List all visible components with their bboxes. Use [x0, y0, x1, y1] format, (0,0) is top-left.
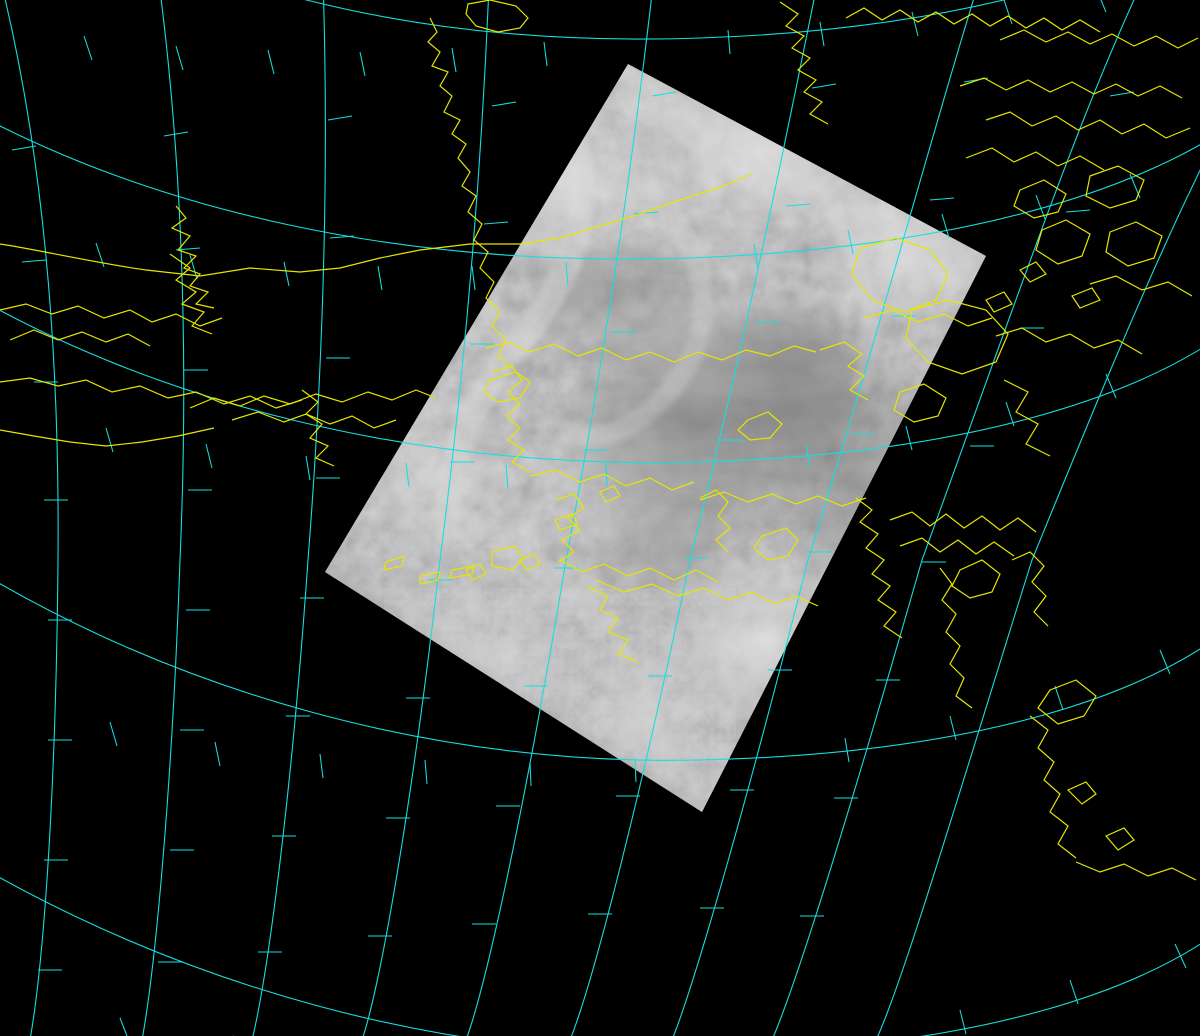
- meridian-180W: [4, 0, 59, 1036]
- coast-small-islets: [465, 485, 621, 581]
- coast-keewatin: [995, 327, 1143, 355]
- coast-bc-inner: [1011, 551, 1049, 627]
- coast-norton-sound: [529, 469, 695, 491]
- meridian-60W: [877, 169, 1200, 1036]
- coast-alaska-peninsula: [595, 579, 819, 607]
- coast-siberia-cape: [9, 329, 151, 347]
- coast-queen-elizabeth-2: [845, 7, 1101, 33]
- coast-chukotka-south: [189, 389, 437, 409]
- coast-chukotka-tip: [301, 389, 335, 467]
- parallel-80N: [304, 0, 1006, 40]
- coast-mackenzie-delta: [819, 341, 869, 401]
- coast-banks-island: [851, 237, 949, 313]
- coast-queen-elizabeth-1: [779, 1, 829, 125]
- meridian-90W: [672, 0, 974, 1036]
- coast-prince-of-wales: [1085, 165, 1145, 209]
- coast-hudson-north: [1089, 275, 1193, 297]
- coast-alaska-north-slope: [485, 341, 817, 363]
- coast-ellesmere-island: [999, 29, 1199, 49]
- coast-washington-oregon: [1029, 715, 1077, 859]
- coast-melville-peninsula: [1105, 221, 1163, 267]
- coast-kolyma-bight: [0, 377, 303, 409]
- coast-east-siberia-main: [0, 173, 753, 277]
- coast-se-alaska-panhandle: [855, 497, 903, 639]
- coast-chukotka-north: [427, 17, 513, 369]
- meridian-135W: [362, 0, 489, 1036]
- coast-haida-gwaii: [951, 559, 1001, 599]
- coast-kodiak-island: [753, 527, 799, 561]
- coast-panhandle-islands-2: [899, 537, 1015, 557]
- coast-vancouver-island: [1037, 679, 1097, 725]
- coastline-layer[interactable]: [0, 0, 1199, 881]
- parallel-75N: [0, 125, 1200, 260]
- coast-bristol-bay: [585, 585, 639, 663]
- coast-alaska-sw: [559, 559, 719, 583]
- meridian-105W: [570, 0, 815, 1036]
- coast-lakes-interior: [737, 411, 783, 441]
- coast-boothia-peninsula: [1035, 219, 1091, 265]
- coast-arctic-islets: [985, 261, 1101, 313]
- coast-chukchi-inner: [231, 411, 397, 429]
- coast-somerset-island: [1013, 179, 1067, 219]
- coast-bc-mainland: [939, 567, 973, 709]
- parallel-60N: [0, 583, 1200, 761]
- meridian-165W: [142, 0, 185, 1036]
- coast-anadyr-bay: [0, 303, 223, 327]
- coast-cornwallis: [965, 147, 1105, 171]
- coast-amundsen-gulf: [863, 309, 993, 327]
- coast-baffin-north: [959, 77, 1183, 99]
- coast-baffin-mid: [985, 111, 1191, 139]
- meridian-150W: [252, 0, 326, 1036]
- coast-puget: [1066, 781, 1135, 851]
- parallel-70N: [0, 309, 1200, 464]
- coast-cook-inlet: [699, 489, 731, 553]
- coast-nunivak-island: [491, 545, 525, 571]
- parallel-50N: [0, 877, 1200, 1036]
- coast-siberia-s-arc: [0, 427, 215, 447]
- coast-panhandle-islands: [889, 511, 1037, 533]
- coast-wrangel-island: [465, 0, 529, 33]
- coast-pacific-south: [1075, 861, 1197, 881]
- meridian-75W: [773, 0, 1135, 1036]
- coast-aleutian-chain: [383, 555, 475, 585]
- coast-alaska-gulf: [699, 491, 867, 507]
- coast-great-bear: [893, 383, 947, 423]
- coast-st-lawrence-island: [483, 371, 531, 403]
- coast-victoria-island: [905, 299, 1009, 375]
- coast-hudson-bay-w: [1003, 379, 1051, 457]
- coast-chukchi-bay: [170, 205, 215, 309]
- coast-yukon-delta: [555, 493, 585, 563]
- coast-seward-peninsula: [491, 365, 531, 473]
